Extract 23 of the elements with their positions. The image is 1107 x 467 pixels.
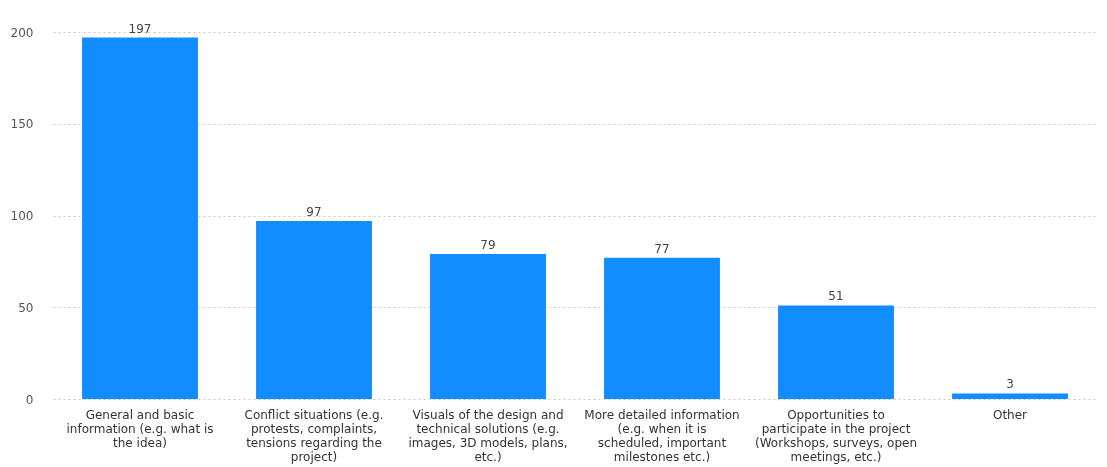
data-label: 79 — [480, 238, 496, 253]
y-tick-label: 50 — [18, 300, 34, 315]
data-label: 77 — [654, 241, 670, 256]
bar — [430, 254, 546, 399]
y-tick-label: 100 — [10, 209, 34, 223]
data-label: 97 — [306, 205, 322, 220]
data-label: 51 — [828, 289, 844, 304]
bar — [82, 37, 198, 399]
x-tick-label: Other — [992, 407, 1028, 422]
x-tick-label: Conflict situations (e.g. protests, complaints, tensions regarding the project) — [244, 407, 384, 464]
bar — [952, 393, 1068, 399]
x-tick-label: Opportunities to participate in the project (Workshops, surveys, open meetings, etc.) — [755, 407, 917, 464]
x-tick-label: More detailed information (e.g. when it is scheduled, important milestones etc.) — [584, 407, 740, 464]
bar — [256, 221, 372, 399]
bar — [778, 305, 894, 399]
x-tick-label: Visuals of the design and technical solutions (e.g. images, 3D models, plans, etc.) — [408, 407, 568, 464]
y-tick-label: 200 — [10, 25, 34, 40]
data-label: 3 — [1006, 377, 1014, 392]
y-tick-label: 0 — [25, 392, 34, 407]
bar — [604, 257, 720, 399]
data-label: 197 — [128, 21, 152, 36]
y-tick-label: 150 — [10, 117, 34, 132]
x-tick-label: General and basic information (e.g. what is the idea) — [66, 407, 214, 450]
